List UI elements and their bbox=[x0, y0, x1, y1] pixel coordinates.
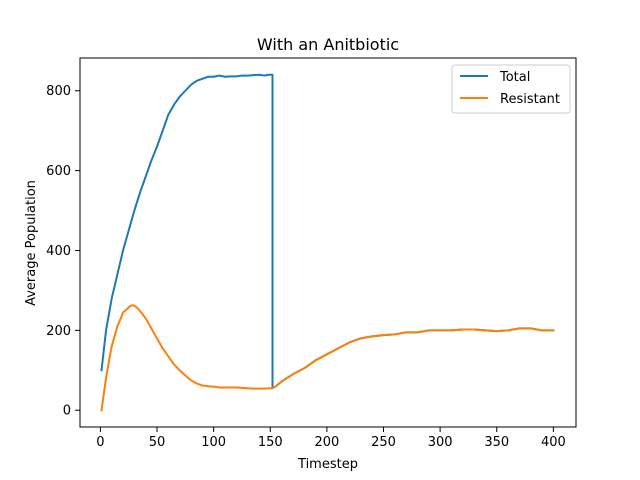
plot-area bbox=[80, 58, 576, 427]
x-tick-label: 0 bbox=[96, 435, 104, 450]
y-tick-label: 600 bbox=[46, 164, 71, 179]
series-line-resistant bbox=[100, 304, 555, 412]
y-tick-label: 400 bbox=[46, 244, 71, 259]
series-layer bbox=[100, 73, 555, 412]
x-tick-label: 300 bbox=[428, 435, 453, 450]
x-tick-label: 100 bbox=[201, 435, 226, 450]
x-axis-label: Timestep bbox=[297, 457, 358, 472]
x-tick-label: 250 bbox=[371, 435, 396, 450]
x-tick-label: 200 bbox=[314, 435, 339, 450]
legend: Total Resistant bbox=[451, 64, 571, 114]
x-axis: 0 50 100 150 200 250 300 350 400 bbox=[96, 427, 566, 450]
x-tick-label: 50 bbox=[149, 435, 166, 450]
y-axis-label: Average Population bbox=[24, 180, 39, 306]
y-tick-label: 200 bbox=[46, 324, 71, 339]
y-axis: 0 200 400 600 800 bbox=[46, 84, 80, 419]
y-tick-label: 0 bbox=[63, 404, 71, 419]
axes-frame bbox=[79, 57, 577, 428]
chart-title: With an Anitbiotic bbox=[257, 35, 399, 54]
x-tick-label: 350 bbox=[484, 435, 509, 450]
legend-label-total: Total bbox=[499, 70, 530, 85]
legend-label-resistant: Resistant bbox=[500, 92, 560, 107]
x-tick-label: 400 bbox=[541, 435, 566, 450]
x-tick-label: 150 bbox=[258, 435, 283, 450]
y-tick-label: 800 bbox=[46, 84, 71, 99]
